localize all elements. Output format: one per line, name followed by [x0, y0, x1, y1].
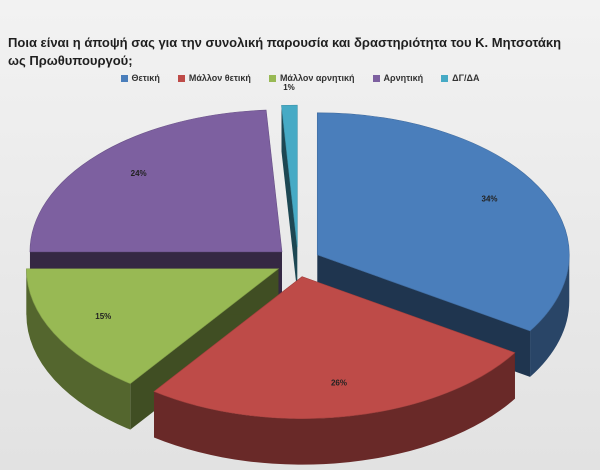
legend-swatch-rather-positive — [177, 74, 185, 82]
legend-label-rather-positive: Μάλλον θετική — [188, 73, 251, 83]
legend-label-positive: Θετική — [131, 73, 160, 83]
chart-legend: Θετική Μάλλον θετική Μάλλον αρνητική Αρν… — [0, 73, 600, 83]
legend-label-dk-na: ΔΓ/ΔΑ — [452, 73, 480, 83]
legend-swatch-dk-na — [441, 74, 449, 82]
legend-label-rather-negative: Μάλλον αρνητική — [279, 73, 355, 83]
legend-swatch-positive — [120, 74, 128, 82]
chart-title: Ποια είναι η άποψή σας για την συνολική … — [8, 35, 562, 68]
legend-item-dk-na: ΔΓ/ΔΑ — [441, 73, 479, 83]
label-rather-negative: 15% — [95, 312, 111, 321]
slice-dk-na — [281, 104, 298, 294]
legend-swatch-negative — [372, 74, 380, 82]
label-rather-positive: 26% — [331, 378, 347, 387]
slice-rather-positive — [153, 276, 516, 465]
legend-item-rather-positive: Μάλλον θετική — [177, 73, 251, 83]
legend-label-negative: Αρνητική — [383, 73, 424, 83]
legend-item-negative: Αρνητική — [372, 73, 424, 83]
legend-item-positive: Θετική — [120, 73, 160, 83]
legend-item-rather-negative: Μάλλον αρνητική — [268, 73, 355, 83]
label-positive: 34% — [482, 194, 498, 203]
label-negative: 24% — [131, 169, 147, 178]
legend-swatch-rather-negative — [268, 74, 276, 82]
label-dk-na: 1% — [283, 83, 295, 92]
